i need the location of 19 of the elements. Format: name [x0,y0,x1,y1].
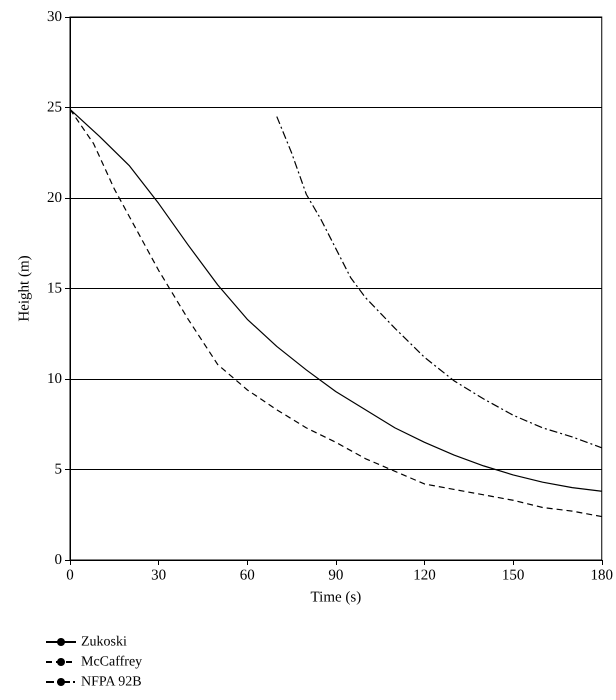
y-tick-label: 30 [47,9,62,25]
legend-label: NFPA 92B [81,674,142,690]
legend-label: McCaffrey [81,654,142,670]
legend-label: Zukoski [81,634,127,650]
x-axis-title: Time (s) [310,590,362,606]
y-axis-title: Height (m) [16,255,32,322]
x-tick-label: 0 [66,568,74,584]
y-tick-label: 20 [47,190,62,206]
x-tick-label: 30 [151,568,166,584]
y-tick-label: 25 [47,100,62,116]
y-tick-label: 5 [54,462,62,478]
x-tick-label: 120 [413,568,436,584]
x-tick-label: 60 [240,568,255,584]
y-tick-label: 0 [54,552,62,568]
x-tick-label: 90 [328,568,344,584]
x-tick-label: 180 [590,568,613,584]
y-tick-label: 10 [47,371,62,387]
y-tick-label: 15 [47,280,62,296]
x-tick-label: 150 [502,568,524,584]
